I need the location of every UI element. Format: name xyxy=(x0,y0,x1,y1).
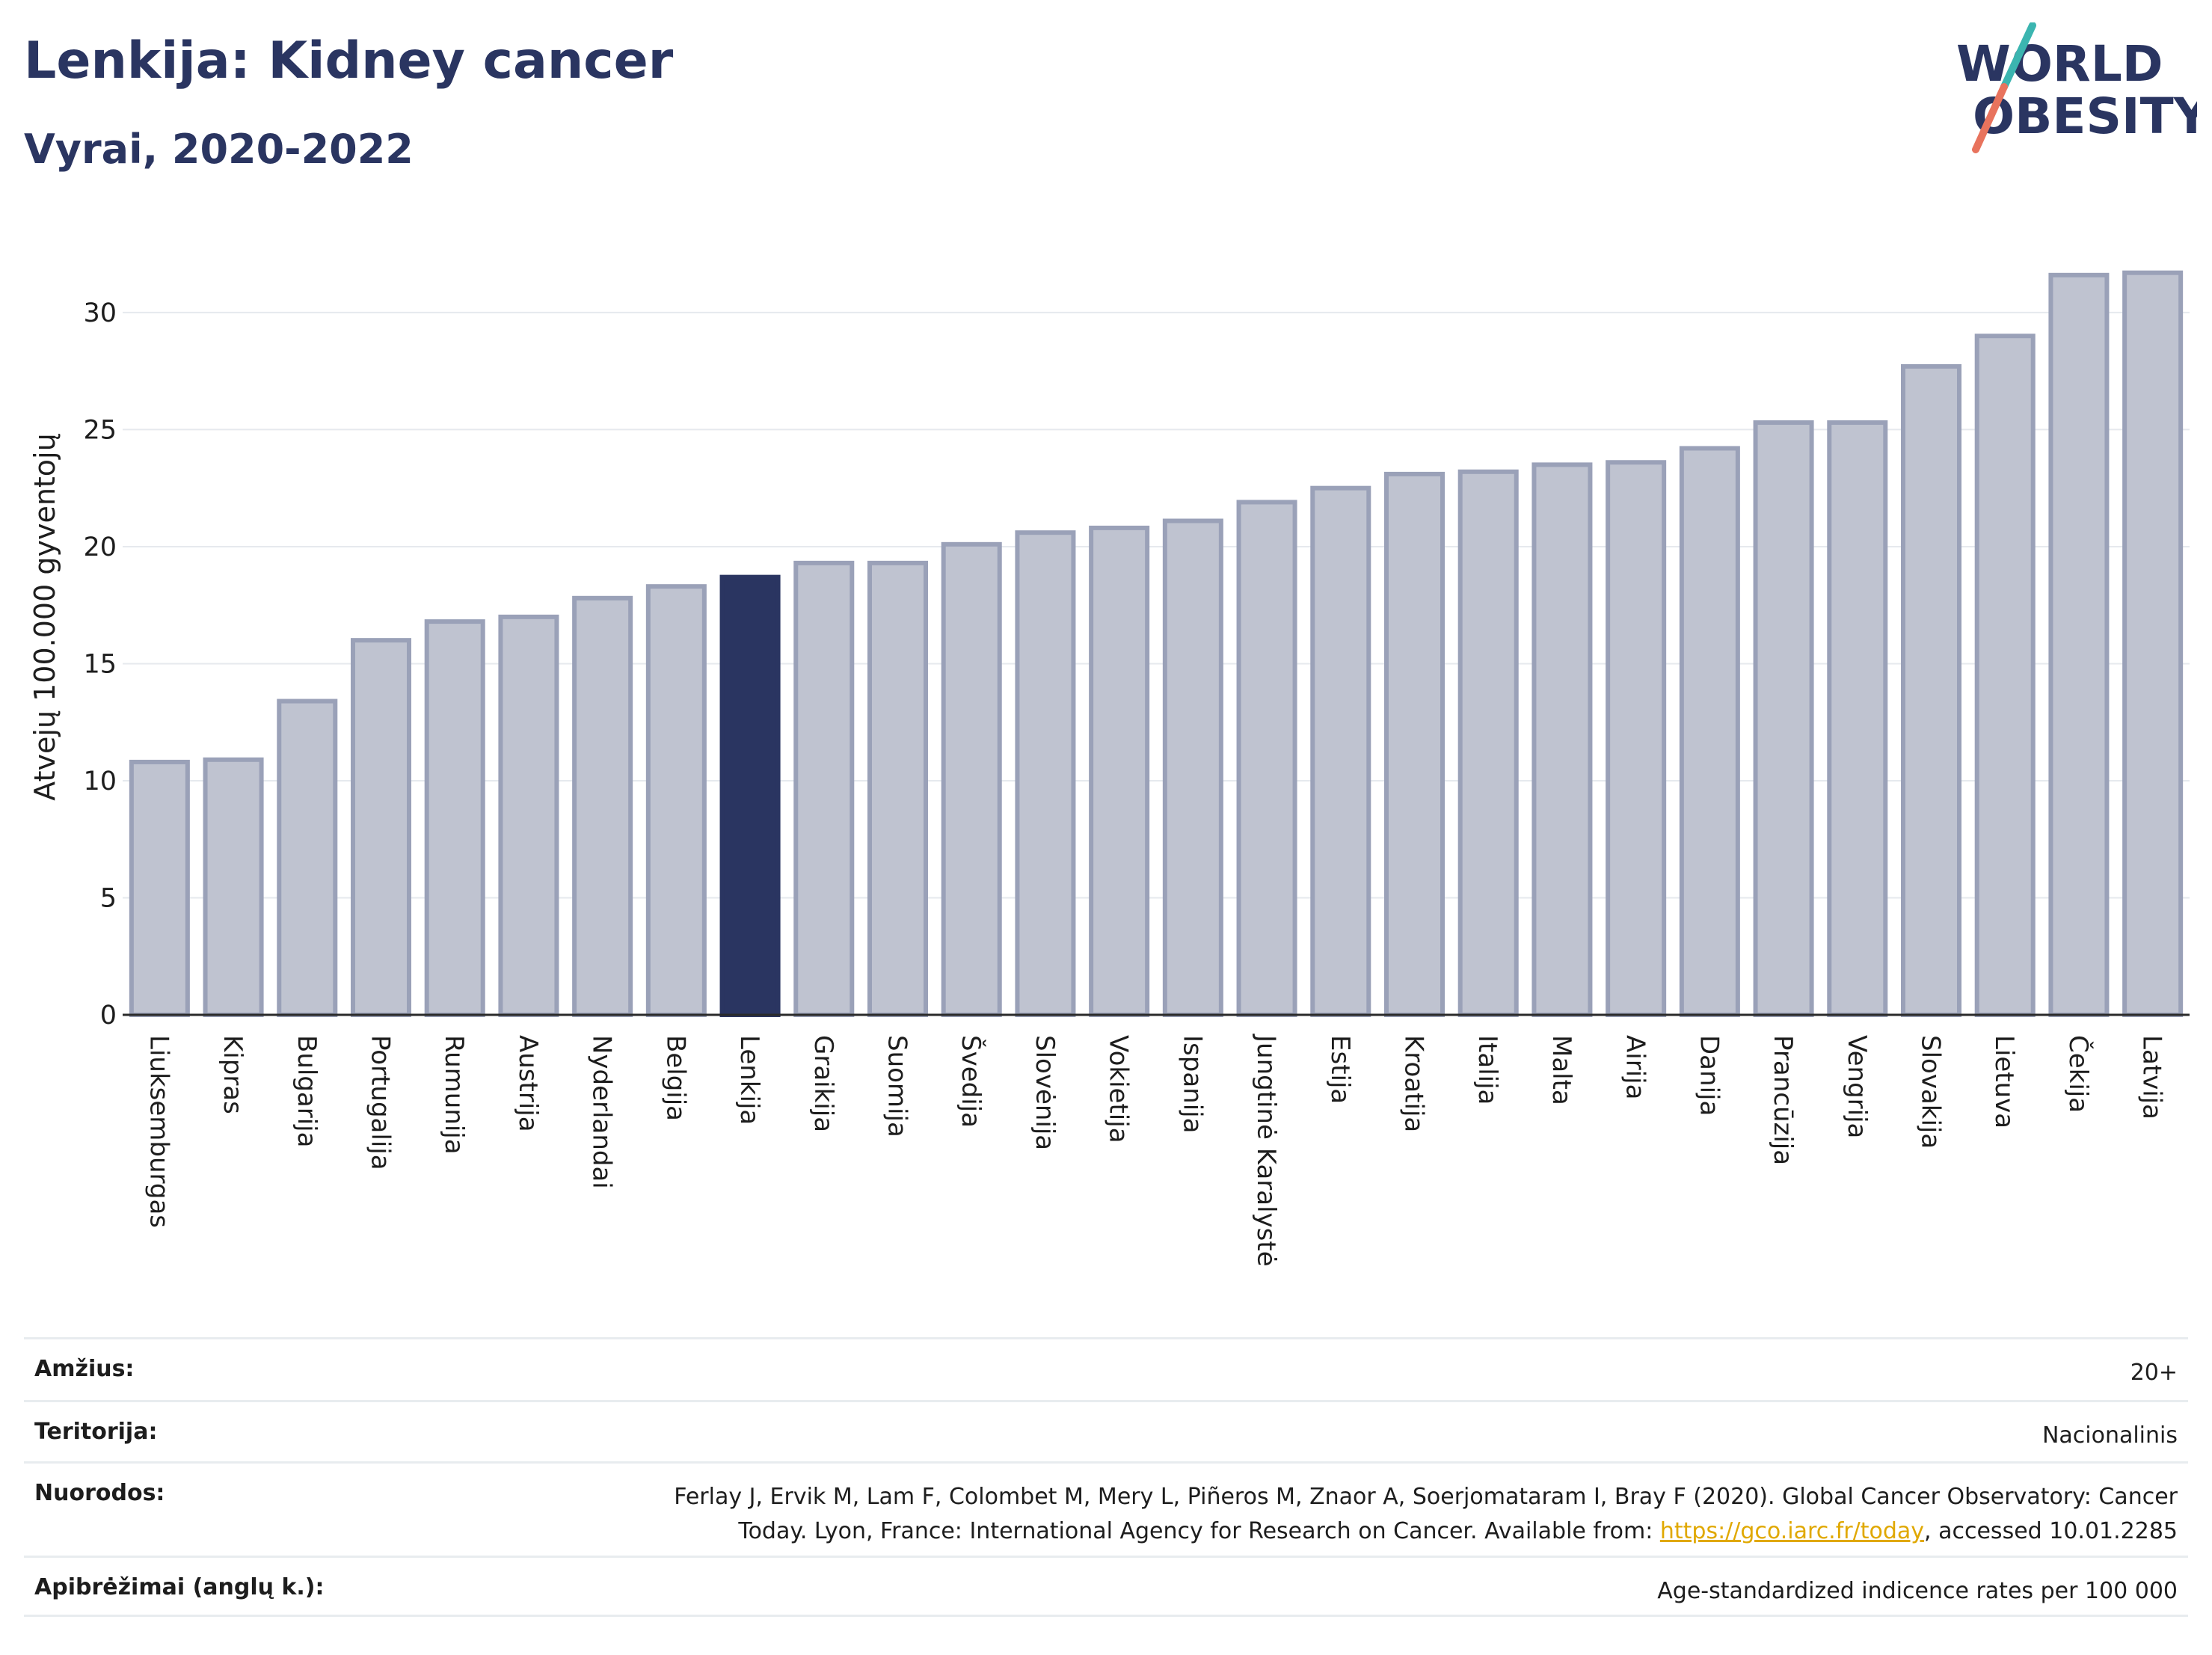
x-category-label: Slovėnija xyxy=(1030,1035,1060,1150)
x-category-label: Lietuva xyxy=(1989,1035,2019,1129)
x-category-label: Vengrija xyxy=(1842,1035,1872,1138)
references-link[interactable]: https://gco.iarc.fr/today xyxy=(1659,1518,1925,1544)
page-subtitle: Vyrai, 2020-2022 xyxy=(24,126,414,173)
bar xyxy=(129,759,190,1017)
bar xyxy=(1015,530,1076,1017)
x-category-label: Švedija xyxy=(956,1035,986,1128)
x-category-label: Portugalija xyxy=(366,1035,396,1170)
y-tick-label: 15 xyxy=(83,649,117,679)
x-category-label: Kipras xyxy=(218,1035,248,1114)
references-label: Nuorodos: xyxy=(34,1480,165,1506)
bar xyxy=(1089,525,1150,1017)
x-category-label: Ispanija xyxy=(1177,1035,1207,1133)
bar-highlight xyxy=(719,574,781,1017)
bar xyxy=(203,757,264,1018)
x-category-label: Danija xyxy=(1694,1035,1724,1116)
y-tick-label: 5 xyxy=(100,883,117,913)
bars xyxy=(129,270,2184,1018)
bar xyxy=(1900,363,1962,1017)
x-category-label: Kroatija xyxy=(1399,1035,1429,1132)
y-tick-label: 20 xyxy=(83,532,117,562)
bar xyxy=(941,541,1002,1017)
age-value: 20+ xyxy=(2130,1360,2178,1386)
logo-text-rld: RLD xyxy=(2053,35,2163,93)
x-category-label: Latvija xyxy=(2137,1035,2167,1120)
info-table: Amžius: 20+ Teritorija: Nacionalinis Nuo… xyxy=(24,1337,2188,1617)
svg-text:WORLD: WORLD xyxy=(1956,35,2163,93)
bar xyxy=(350,638,412,1017)
x-category-label: Rumunija xyxy=(439,1035,469,1155)
info-row-territory: Teritorija: Nacionalinis xyxy=(24,1400,2188,1461)
bar xyxy=(277,698,338,1017)
bar xyxy=(498,614,559,1017)
bar xyxy=(2048,272,2110,1018)
territory-label: Teritorija: xyxy=(34,1419,158,1445)
y-tick-label: 30 xyxy=(83,298,117,328)
bar xyxy=(1162,518,1223,1017)
bar xyxy=(1606,460,1667,1017)
x-category-label: Belgija xyxy=(660,1035,690,1121)
info-row-definitions: Apibrėžimai (anglų k.): Age-standardized… xyxy=(24,1556,2188,1617)
y-tick-labels: 0 5 10 15 20 25 30 xyxy=(83,298,117,1031)
logo-slash-coral xyxy=(1972,83,2008,153)
x-category-label: Graikija xyxy=(808,1035,838,1132)
bar xyxy=(1531,462,1593,1017)
x-category-label: Suomija xyxy=(882,1035,912,1137)
page-title: Lenkija: Kidney cancer xyxy=(24,31,674,90)
bar xyxy=(2122,270,2184,1017)
bar xyxy=(867,560,929,1017)
logo-slash-teal xyxy=(2000,22,2036,90)
bar xyxy=(1974,334,2036,1018)
x-category-label: Italija xyxy=(1472,1035,1502,1105)
y-tick-label: 0 xyxy=(100,1001,117,1031)
x-category-label: Jungtinė Karalystė xyxy=(1251,1034,1281,1267)
references-line2-pre: Today. Lyon, France: International Agenc… xyxy=(738,1518,1660,1544)
bar xyxy=(1383,471,1446,1017)
bar xyxy=(645,584,707,1017)
bar xyxy=(1236,500,1297,1017)
x-category-label: Liuksemburgas xyxy=(144,1035,173,1228)
x-category-label: Nyderlandai xyxy=(587,1035,617,1189)
bar xyxy=(572,595,633,1017)
definitions-value: Age-standardized indicence rates per 100… xyxy=(1657,1578,2178,1604)
logo-text-w: W xyxy=(1956,35,2011,93)
bar xyxy=(1310,485,1371,1017)
references-line2-post: , accessed 10.01.2285 xyxy=(1924,1518,2178,1544)
territory-value: Nacionalinis xyxy=(2042,1422,2178,1449)
references-value: Ferlay J, Ervik M, Lam F, Colombet M, Me… xyxy=(674,1480,2178,1549)
x-category-label: Čekija xyxy=(2063,1035,2094,1113)
x-category-labels: Liuksemburgas Kipras Bulgarija Portugalija R… xyxy=(144,1034,2166,1267)
x-category-label: Malta xyxy=(1546,1035,1576,1105)
info-row-references: Nuorodos: Ferlay J, Ervik M, Lam F, Colo… xyxy=(24,1461,2188,1556)
x-category-label: Slovakija xyxy=(1916,1035,1946,1149)
x-category-label: Airija xyxy=(1620,1035,1650,1099)
world-obesity-logo: WORLD OBESITY xyxy=(1956,22,2197,153)
x-category-label: Lenkija xyxy=(734,1035,764,1125)
bar xyxy=(1679,446,1740,1017)
bar-chart: 0 5 10 15 20 25 30 Liuksemburgas Kipras Bulgarij… xyxy=(28,270,2190,1267)
x-category-label: Estija xyxy=(1325,1035,1355,1104)
y-axis-title: Atvejų 100.000 gyventojų xyxy=(28,433,61,800)
references-line1: Ferlay J, Ervik M, Lam F, Colombet M, Me… xyxy=(674,1484,2178,1510)
info-row-age: Amžius: 20+ xyxy=(24,1337,2188,1400)
y-tick-label: 10 xyxy=(83,767,117,796)
definitions-label: Apibrėžimai (anglų k.): xyxy=(34,1574,325,1600)
x-category-label: Vokietija xyxy=(1104,1035,1134,1143)
bar xyxy=(1457,469,1519,1017)
age-label: Amžius: xyxy=(34,1356,135,1382)
logo-text-besity: BESITY xyxy=(2015,87,2197,145)
y-tick-label: 25 xyxy=(83,415,117,445)
bar xyxy=(1753,420,1814,1017)
x-category-label: Prancūzija xyxy=(1768,1035,1798,1165)
x-category-label: Bulgarija xyxy=(292,1035,322,1147)
bar xyxy=(424,619,485,1017)
x-category-label: Austrija xyxy=(513,1035,543,1132)
bar xyxy=(793,560,855,1017)
bar xyxy=(1827,420,1888,1017)
